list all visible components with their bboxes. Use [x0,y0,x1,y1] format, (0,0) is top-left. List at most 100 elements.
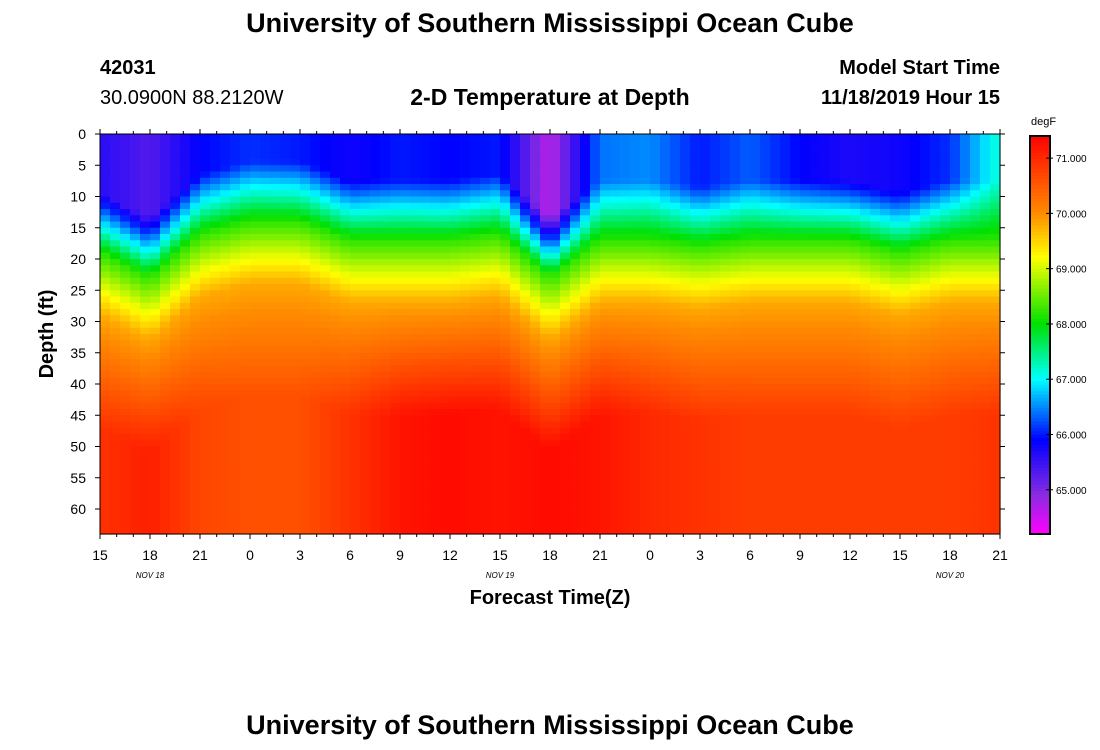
heatmap-cell [390,496,401,504]
heatmap-cell [270,252,281,260]
heatmap-cell [140,459,151,466]
heatmap-cell [140,515,151,523]
heatmap-cell [710,346,721,354]
heatmap-cell [490,352,501,360]
heatmap-cell [740,377,751,385]
heatmap-cell [680,527,691,535]
heatmap-cell [210,509,221,516]
heatmap-cell [480,434,491,441]
heatmap-cell [720,377,731,385]
heatmap-cell [240,134,251,141]
heatmap-cell [240,346,251,354]
heatmap-cell [480,371,491,379]
heatmap-cell [590,496,601,504]
heatmap-cell [810,190,821,198]
heatmap-cell [170,171,181,179]
heatmap-cell [350,359,361,366]
heatmap-cell [770,446,781,454]
heatmap-cell [370,296,381,304]
heatmap-cell [630,515,641,523]
heatmap-cell [100,215,111,223]
heatmap-cell [570,209,581,216]
heatmap-cell [290,459,301,466]
heatmap-cell [260,371,271,379]
heatmap-cell [320,265,331,273]
heatmap-cell [850,434,861,441]
heatmap-cell [850,452,861,460]
heatmap-cell [530,152,541,160]
heatmap-cell [150,190,161,198]
heatmap-cell [870,377,881,385]
heatmap-cell [340,509,351,516]
heatmap-cell [510,209,521,216]
heatmap-cell [190,421,201,429]
heatmap-cell [700,334,711,341]
heatmap-cell [860,140,871,148]
heatmap-cell [140,346,151,354]
heatmap-cell [520,365,531,373]
heatmap-cell [520,209,531,216]
heatmap-cell [840,302,851,310]
heatmap-cell [850,527,861,535]
heatmap-cell [230,427,241,435]
heatmap-cell [270,427,281,435]
heatmap-cell [700,346,711,354]
heatmap-cell [220,440,231,448]
heatmap-cell [710,371,721,379]
heatmap-cell [340,334,351,341]
heatmap-cell [410,234,421,241]
heatmap-cell [440,509,451,516]
heatmap-cell [210,527,221,535]
heatmap-cell [640,321,651,329]
heatmap-cell [320,234,331,241]
heatmap-cell [200,277,211,285]
heatmap-cell [590,490,601,498]
heatmap-cell [500,221,511,229]
heatmap-cell [640,377,651,385]
heatmap-cell [130,252,141,260]
heatmap-cell [770,352,781,360]
heatmap-cell [380,327,391,335]
heatmap-cell [160,302,171,310]
heatmap-cell [400,215,411,223]
heatmap-cell [670,277,681,285]
heatmap-cell [130,184,141,191]
heatmap-cell [450,165,461,173]
heatmap-cell [160,490,171,498]
heatmap-cell [630,284,641,291]
heatmap-cell [510,140,521,148]
heatmap-cell [120,190,131,198]
heatmap-cell [360,227,371,235]
heatmap-cell [820,252,831,260]
heatmap-cell [640,359,651,366]
heatmap-cell [780,371,791,379]
heatmap-cell [560,509,571,516]
heatmap-cell [550,415,561,423]
heatmap-cell [690,296,701,304]
heatmap-cell [450,465,461,473]
heatmap-cell [440,359,451,366]
heatmap-cell [180,377,191,385]
heatmap-cell [120,240,131,248]
heatmap-cell [210,284,221,291]
heatmap-cell [810,277,821,285]
heatmap-cell [450,234,461,241]
heatmap-cell [340,471,351,479]
heatmap-cell [210,246,221,254]
heatmap-cell [330,146,341,154]
heatmap-cell [410,471,421,479]
heatmap-cell [680,459,691,466]
heatmap-cell [790,209,801,216]
heatmap-cell [100,434,111,441]
heatmap-cell [450,365,461,373]
heatmap-cell [510,409,521,416]
heatmap-cell [820,209,831,216]
heatmap-cell [390,159,401,166]
heatmap-cell [640,365,651,373]
heatmap-cell [340,415,351,423]
heatmap-cell [720,190,731,198]
heatmap-cell [500,402,511,410]
heatmap-cell [510,440,521,448]
heatmap-cell [140,471,151,479]
heatmap-cell [520,202,531,210]
